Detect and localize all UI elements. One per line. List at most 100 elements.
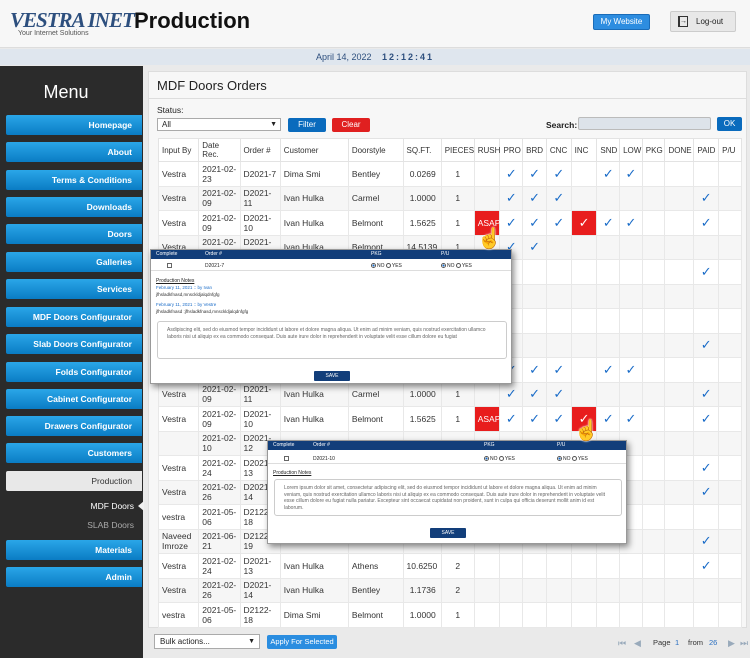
sidebar-item-cabinet-configurator[interactable]: Cabinet Configurator — [6, 389, 142, 409]
cell-pkg[interactable] — [641, 430, 666, 456]
cell-inc[interactable] — [570, 602, 598, 628]
column-header[interactable]: SND — [596, 138, 621, 162]
cell-pu[interactable] — [718, 602, 742, 628]
column-header[interactable]: Doorstyle — [347, 138, 404, 162]
cell-inc[interactable]: ✓ — [570, 210, 598, 236]
cell-done[interactable] — [664, 308, 695, 334]
cell-done[interactable] — [664, 504, 695, 530]
cell-pkg[interactable] — [641, 210, 666, 236]
cell-brd[interactable] — [522, 553, 547, 579]
cell-done[interactable] — [664, 185, 695, 211]
cell-pkg[interactable] — [641, 185, 666, 211]
cell-low[interactable] — [619, 553, 643, 579]
cell-pu[interactable] — [718, 259, 742, 285]
cell-low[interactable] — [619, 259, 643, 285]
cell-pu[interactable] — [718, 332, 742, 358]
cell-brd[interactable]: ✓ — [522, 406, 547, 432]
column-header[interactable]: CNC — [545, 138, 572, 162]
cell-done[interactable] — [664, 479, 695, 505]
cell-cnc[interactable] — [545, 234, 572, 260]
cell-done[interactable] — [664, 602, 695, 628]
cell-paid[interactable]: ✓ — [693, 259, 720, 285]
cell-paid[interactable]: ✓ — [693, 210, 720, 236]
cell-inc[interactable] — [570, 357, 598, 383]
sidebar-item-terms[interactable]: Terms & Conditions — [6, 170, 142, 190]
cell-snd[interactable] — [596, 308, 621, 334]
cell-paid[interactable]: ✓ — [693, 479, 720, 505]
complete-checkbox[interactable] — [167, 263, 172, 268]
cell-paid[interactable]: ✓ — [693, 528, 720, 554]
table-row[interactable]: Vestra 2021-02-24 D2021-13 Ivan Hulka Athens… — [157, 553, 742, 579]
prev-page-icon[interactable]: ◀ — [634, 638, 641, 648]
cell-pu[interactable] — [718, 479, 742, 505]
cell-rush[interactable]: ASAP — [473, 406, 501, 432]
table-row[interactable]: Vestra 2021-02-09 D2021-10 Ivan Hulka Belmon… — [157, 210, 742, 236]
cell-done[interactable] — [664, 406, 695, 432]
cell-cnc[interactable]: ✓ — [545, 185, 572, 211]
cell-low[interactable]: ✓ — [619, 357, 643, 383]
cell-cnc[interactable] — [545, 553, 572, 579]
table-row[interactable]: Vestra 2021-02-23 D2021-7 Dima Smi Bentley 0.… — [157, 161, 742, 187]
cell-low[interactable] — [619, 332, 643, 358]
cell-pro[interactable] — [499, 577, 524, 603]
cell-cnc[interactable]: ✓ — [545, 406, 572, 432]
cell-rush[interactable] — [473, 602, 501, 628]
sidebar-subitem-slab-doors[interactable]: SLAB Doors — [87, 520, 134, 530]
cell-pkg[interactable] — [641, 161, 666, 187]
cell-paid[interactable] — [693, 234, 720, 260]
cell-inc[interactable] — [570, 553, 598, 579]
column-header[interactable]: BRD — [522, 138, 547, 162]
cell-snd[interactable] — [596, 283, 621, 309]
cell-pkg[interactable] — [641, 553, 666, 579]
cell-paid[interactable]: ✓ — [693, 406, 720, 432]
cell-done[interactable] — [664, 332, 695, 358]
cell-low[interactable] — [619, 602, 643, 628]
cell-brd[interactable]: ✓ — [522, 381, 547, 407]
cell-pkg[interactable] — [641, 308, 666, 334]
notes-textarea[interactable]: Asdipiscing elit, sed do eiusmod tempor … — [157, 321, 507, 359]
logo[interactable]: VESTRA INET — [10, 8, 135, 32]
cell-cnc[interactable] — [545, 259, 572, 285]
cell-cnc[interactable]: ✓ — [545, 161, 572, 187]
cell-brd[interactable] — [522, 577, 547, 603]
clear-button[interactable]: Clear — [332, 118, 370, 132]
cell-low[interactable]: ✓ — [619, 161, 643, 187]
cell-inc[interactable]: ✓ — [570, 406, 598, 432]
sidebar-item-materials[interactable]: Materials — [6, 540, 142, 560]
column-header[interactable]: PIECES — [440, 138, 475, 162]
cell-done[interactable] — [664, 553, 695, 579]
cell-pu[interactable] — [718, 283, 742, 309]
column-header[interactable]: Customer — [279, 138, 349, 162]
sidebar-item-folds-configurator[interactable]: Folds Configurator — [6, 362, 142, 382]
sidebar-item-about[interactable]: About — [6, 142, 142, 162]
cell-pro[interactable] — [499, 602, 524, 628]
save-button[interactable]: SAVE — [314, 371, 350, 381]
cell-cnc[interactable]: ✓ — [545, 381, 572, 407]
cell-pkg[interactable] — [641, 504, 666, 530]
cell-pro[interactable] — [499, 553, 524, 579]
cell-pu[interactable] — [718, 308, 742, 334]
cell-pro[interactable]: ✓ — [499, 185, 524, 211]
cell-pu[interactable] — [718, 577, 742, 603]
ok-button[interactable]: OK — [717, 117, 742, 131]
cell-paid[interactable] — [693, 602, 720, 628]
cell-brd[interactable]: ✓ — [522, 161, 547, 187]
cell-brd[interactable]: ✓ — [522, 210, 547, 236]
cell-paid[interactable] — [693, 430, 720, 456]
cell-paid[interactable] — [693, 161, 720, 187]
cell-done[interactable] — [664, 283, 695, 309]
cell-snd[interactable] — [596, 185, 621, 211]
cell-done[interactable] — [664, 577, 695, 603]
cell-pkg[interactable] — [641, 259, 666, 285]
cell-pu[interactable] — [718, 455, 742, 481]
cell-done[interactable] — [664, 234, 695, 260]
search-input[interactable] — [578, 117, 711, 130]
radio-icon[interactable] — [484, 456, 489, 462]
cell-snd[interactable]: ✓ — [596, 161, 621, 187]
cell-rush[interactable] — [473, 577, 501, 603]
cell-snd[interactable] — [596, 234, 621, 260]
pu-radio-group[interactable]: NO YES — [557, 456, 588, 462]
cell-done[interactable] — [664, 430, 695, 456]
sidebar-item-production[interactable]: Production — [6, 471, 142, 491]
cell-brd[interactable] — [522, 259, 547, 285]
